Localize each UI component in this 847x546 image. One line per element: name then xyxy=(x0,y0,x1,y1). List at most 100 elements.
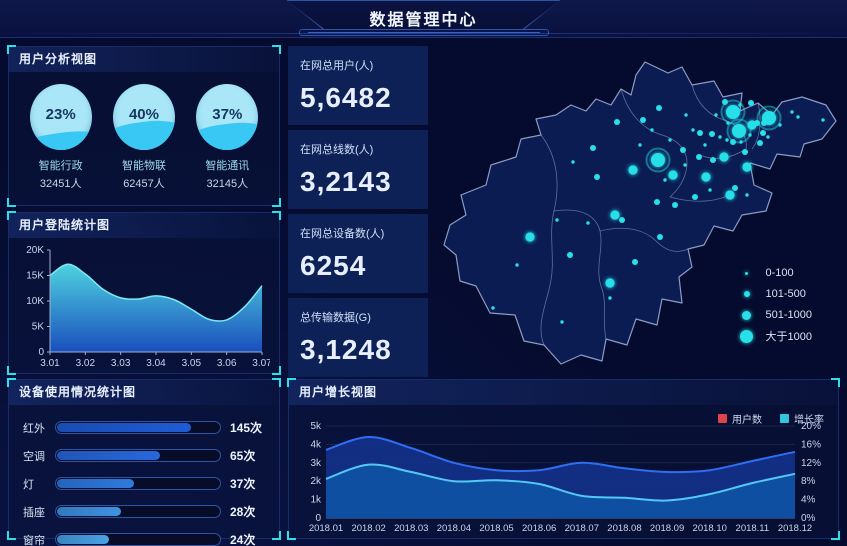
map-dot xyxy=(696,154,702,160)
kpi-column: 在网总用户(人) 5,6482 在网总线数(人) 3,2143 在网总设备数(人… xyxy=(288,46,428,377)
map-dot xyxy=(608,296,612,300)
kpi-value: 3,1248 xyxy=(300,334,392,365)
map-dot xyxy=(638,143,642,147)
left-axis-label: 2k xyxy=(310,476,322,487)
legend-item-rate[interactable]: 增长率 xyxy=(780,411,824,426)
corner-accent xyxy=(7,211,16,220)
corner-accent xyxy=(272,211,281,220)
right-axis-label: 16% xyxy=(801,439,821,450)
map-dot xyxy=(680,147,686,153)
map-dot-ring xyxy=(726,118,752,144)
map-dot-ring xyxy=(720,99,746,125)
map-legend-item[interactable]: 101-500 xyxy=(740,287,813,301)
x-axis-label: 2018.09 xyxy=(650,523,684,534)
map-dot xyxy=(586,221,590,225)
bar-track xyxy=(55,505,221,518)
device-bar-row: 灯 37次 xyxy=(23,475,265,492)
region-border xyxy=(599,227,689,252)
map-dot xyxy=(590,145,596,151)
map-dot xyxy=(663,178,667,182)
map-legend-item[interactable]: 0-100 xyxy=(740,266,813,280)
kpi-label: 在网总线数(人) xyxy=(300,144,374,156)
x-axis-label: 2018.11 xyxy=(736,523,770,534)
gauge-percent: 40% xyxy=(128,106,159,123)
area-series-line xyxy=(49,263,263,322)
map-legend-item[interactable]: 501-1000 xyxy=(740,308,812,322)
header-base-decoration xyxy=(298,29,549,36)
left-axis-label: 4k xyxy=(310,439,322,450)
bar-value: 65次 xyxy=(230,449,256,463)
map-dot xyxy=(738,103,742,107)
map-dot-ring xyxy=(645,147,671,173)
map-dot xyxy=(656,105,662,111)
map-dot xyxy=(766,135,770,139)
map-dot xyxy=(748,133,752,137)
device-bar-row: 空调 65次 xyxy=(23,447,265,464)
bar-track xyxy=(55,421,221,434)
header-trapezoid xyxy=(286,0,561,31)
liquid-gauge: 37% 智能通讯 32145人 xyxy=(187,84,267,191)
device-bar-row: 窗帘 24次 xyxy=(23,531,265,546)
map-dot xyxy=(709,131,715,137)
map-dot xyxy=(778,123,782,127)
map-dot xyxy=(708,188,712,192)
left-axis-label: 0 xyxy=(315,513,321,524)
bar-fill xyxy=(57,451,161,460)
left-axis-label: 1k xyxy=(310,495,322,506)
map-dot xyxy=(732,124,746,138)
growth-chart-legend: 用户数 增长率 xyxy=(718,411,824,426)
map-dot xyxy=(697,130,703,136)
legend-swatch xyxy=(780,414,789,423)
left-axis-label: 3k xyxy=(310,458,322,469)
x-axis-label: 2018.02 xyxy=(351,523,385,534)
map-dot xyxy=(668,138,672,142)
panel-user-analysis: 用户分析视图 23% 智能行政 32451人 40% 智能物联 62457人 37% 智能通讯… xyxy=(7,45,281,207)
region-border xyxy=(669,194,731,202)
panel-device-usage: 设备使用情况统计图 红外 145次 空调 65次灯 37次 插座 28次 窗帘 24次 xyxy=(7,378,281,546)
map-dot xyxy=(760,130,766,136)
map-dot xyxy=(619,217,625,223)
gauge-label: 智能物联 xyxy=(121,160,166,172)
bar-track xyxy=(55,477,221,490)
panel-title-device-usage: 设备使用情况统计图 xyxy=(9,380,279,405)
map-dot xyxy=(668,170,678,180)
y-axis-label: 20K xyxy=(26,245,44,256)
map-dot xyxy=(683,163,687,167)
corner-accent xyxy=(287,531,296,540)
map-dot xyxy=(594,174,600,180)
dot-icon xyxy=(742,310,751,320)
gauge-count: 32451人 xyxy=(39,178,82,190)
region-border xyxy=(553,209,607,340)
x-axis-label: 2018.08 xyxy=(607,523,641,534)
x-axis-label: 3.07 xyxy=(252,358,270,369)
corner-accent xyxy=(272,531,281,540)
gauge-bubble: 37% xyxy=(196,84,259,150)
map-dot xyxy=(692,194,698,200)
gauge-bubble: 40% xyxy=(112,84,175,150)
map-dot xyxy=(742,162,752,172)
device-bar-row: 插座 28次 xyxy=(23,503,265,520)
map-dot xyxy=(628,165,638,175)
map-dot xyxy=(710,157,716,163)
y-axis-label: 15K xyxy=(26,271,44,282)
map-dot xyxy=(739,140,743,144)
kpi-card-total-data: 总传输数据(G) 3,1248 xyxy=(288,298,428,377)
gauge-percent: 37% xyxy=(212,106,243,123)
x-axis-label: 2018.07 xyxy=(565,523,599,534)
x-axis-label: 3.04 xyxy=(146,358,166,369)
y-axis-label: 0 xyxy=(38,347,44,358)
map-dot xyxy=(742,149,748,155)
bar-category: 红外 xyxy=(23,422,45,435)
bar-fill xyxy=(57,423,192,432)
bar-category: 灯 xyxy=(23,478,34,491)
dot-icon xyxy=(740,329,753,343)
kpi-card-total-lines: 在网总线数(人) 3,2143 xyxy=(288,130,428,209)
bar-category: 窗帘 xyxy=(23,534,45,546)
map-legend-item[interactable]: 大于1000 xyxy=(740,329,813,343)
legend-swatch xyxy=(718,414,727,423)
x-axis-label: 2018.12 xyxy=(778,523,812,534)
legend-item-users[interactable]: 用户数 xyxy=(718,411,762,426)
map-dot xyxy=(657,234,663,240)
map-dot xyxy=(725,138,729,142)
